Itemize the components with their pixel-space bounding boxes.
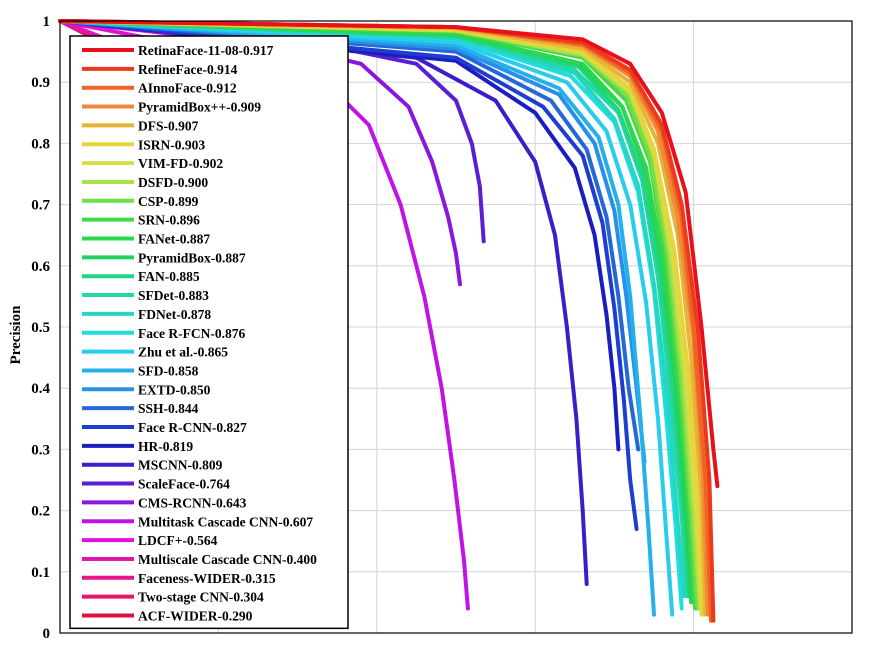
y-tick-label: 0	[43, 626, 51, 642]
series-line	[58, 19, 589, 586]
legend-label: FDNet-0.878	[138, 307, 211, 322]
y-tick-label: 0.4	[31, 381, 50, 397]
legend-label: Multitask Cascade CNN-0.607	[138, 514, 313, 529]
legend-label: RetinaFace-11-08-0.917	[138, 43, 274, 58]
series-line	[58, 19, 641, 452]
legend-label: SSH-0.844	[138, 401, 199, 416]
series-lines	[58, 19, 720, 623]
plot-frame	[59, 20, 853, 634]
legend-label: LDCF+-0.564	[138, 533, 218, 548]
y-tick-label: 1	[43, 14, 51, 30]
series-line	[58, 19, 687, 599]
legend-label: Faceness-WIDER-0.315	[138, 571, 276, 586]
legend-label: VIM-FD-0.902	[138, 156, 223, 171]
legend-label: DSFD-0.900	[138, 175, 208, 190]
legend-label: FANet-0.887	[138, 232, 210, 247]
legend-label: Face R-CNN-0.827	[138, 420, 247, 435]
legend-label: AInnoFace-0.912	[138, 81, 237, 96]
y-tick-label: 0.9	[31, 75, 50, 91]
y-tick-label: 0.2	[31, 504, 50, 520]
series-line	[58, 19, 639, 531]
legend-label: FAN-0.885	[138, 269, 200, 284]
legend-label: MSCNN-0.809	[138, 458, 223, 473]
series-line	[58, 19, 656, 617]
legend-label: ScaleFace-0.764	[138, 477, 230, 492]
legend-label: EXTD-0.850	[138, 382, 211, 397]
legend-label: PyramidBox-0.887	[138, 250, 246, 265]
legend-label: ACF-WIDER-0.290	[138, 609, 253, 624]
legend-label: CSP-0.899	[138, 194, 199, 209]
y-tick-labels: 0 0.1 0.2 0.3 0.4 0.5 0.6 0.7 0.8 0.9 1	[31, 14, 50, 642]
legend-label: Two-stage CNN-0.304	[138, 590, 264, 605]
series-line	[58, 19, 675, 617]
legend-label: HR-0.819	[138, 439, 193, 454]
legend-label: DFS-0.907	[138, 118, 199, 133]
y-tick-label: 0.5	[31, 320, 50, 336]
legend-label: SFDet-0.883	[138, 288, 209, 303]
series-line	[58, 19, 720, 489]
legend-label: Face R-FCN-0.876	[138, 326, 245, 341]
legend-label: RefineFace-0.914	[138, 62, 238, 77]
legend-label: SRN-0.896	[138, 213, 200, 228]
legend: RetinaFace-11-08-0.917 RefineFace-0.914 AI…	[69, 35, 349, 630]
legend-label: ISRN-0.903	[138, 137, 205, 152]
y-tick-label: 0.1	[31, 565, 50, 581]
legend-label: SFD-0.858	[138, 363, 199, 378]
legend-items: RetinaFace-11-08-0.917 RefineFace-0.914 AI…	[82, 43, 317, 624]
y-tick-label: 0.3	[31, 442, 50, 458]
legend-label: Zhu et al.-0.865	[138, 345, 228, 360]
legend-label: CMS-RCNN-0.643	[138, 495, 247, 510]
series-line	[58, 19, 621, 452]
y-tick-label: 0.8	[31, 136, 50, 152]
y-tick-label: 0.7	[31, 198, 50, 214]
legend-label: Multiscale Cascade CNN-0.400	[138, 552, 317, 567]
y-axis-label: Precision	[8, 305, 24, 365]
y-tick-label: 0.6	[31, 259, 50, 275]
legend-label: PyramidBox++-0.909	[138, 100, 261, 115]
